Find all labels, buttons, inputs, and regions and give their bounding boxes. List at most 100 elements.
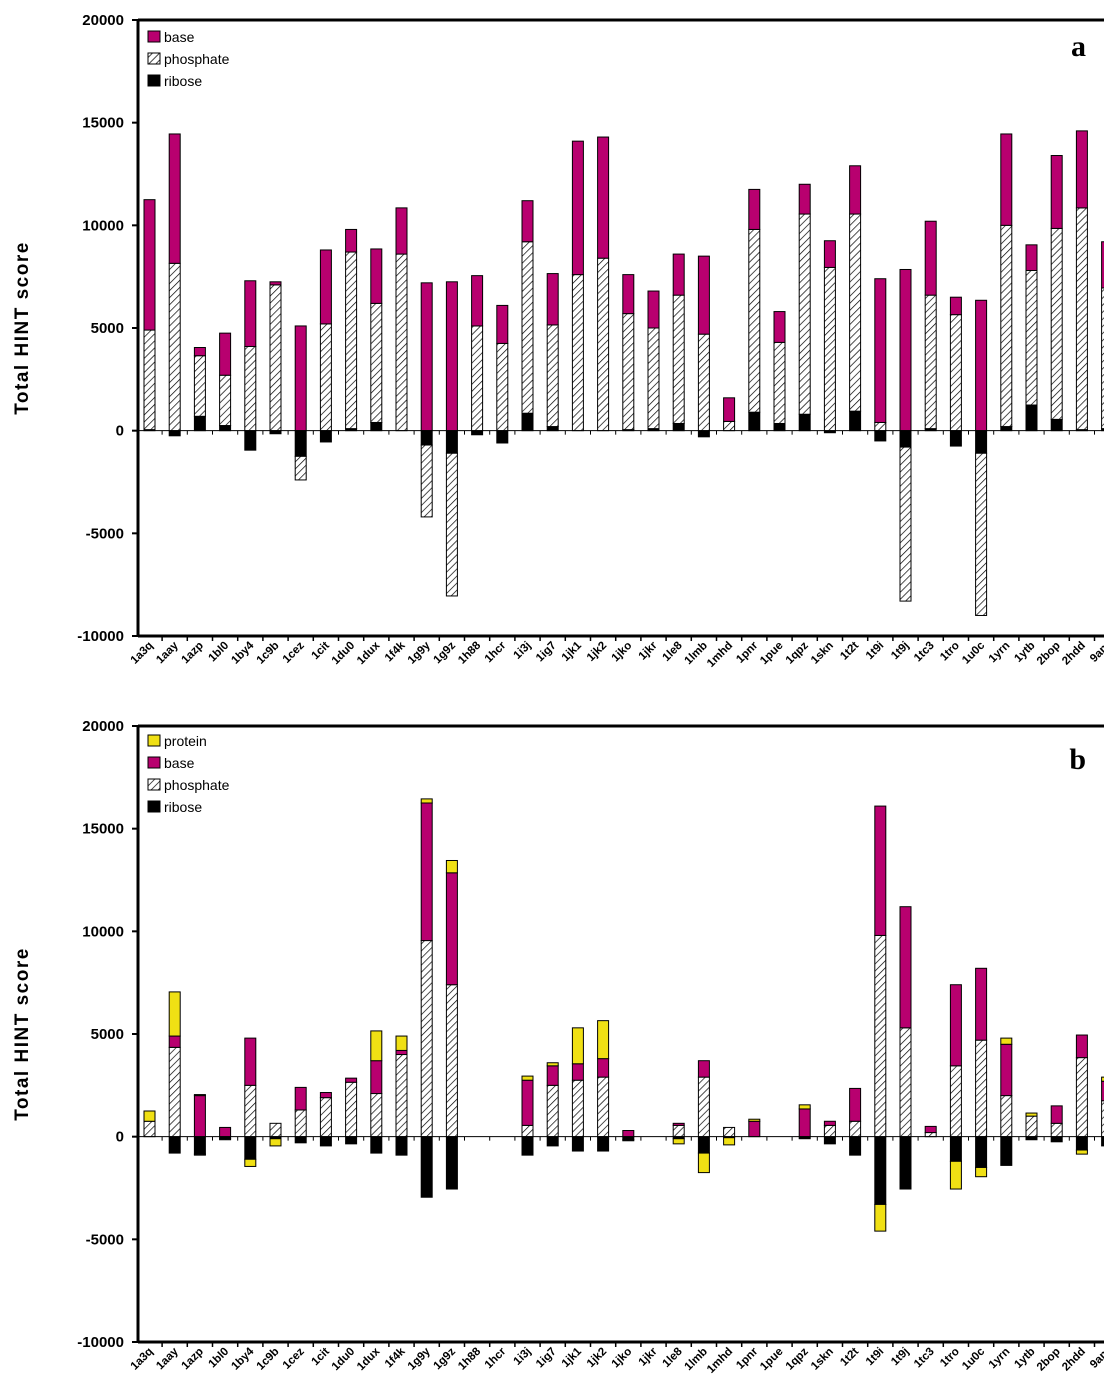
bar-base-1aay: [168, 1035, 181, 1048]
bar-base-1aay: [168, 133, 181, 264]
x-tick-label: 1u0c: [960, 1345, 987, 1372]
bar-base-1qpz: [798, 1108, 811, 1138]
x-tick-label: 1mhd: [705, 1346, 735, 1376]
legend-label-base: base: [164, 755, 195, 771]
y-axis-label: Total HINT score: [12, 241, 33, 415]
x-tick-label: 1by4: [229, 1345, 256, 1372]
y-tick-label: -5000: [86, 1231, 124, 1248]
bar-base-1by4: [244, 280, 257, 347]
bar-base-1jk1: [571, 140, 584, 276]
bar-phosphate-1qpz: [798, 213, 811, 415]
bar-base-1jko: [622, 274, 635, 315]
bar-ribose-1g9z: [445, 1136, 458, 1190]
bar-phosphate-1skn: [823, 1124, 836, 1138]
bar-protein-1a3q: [143, 1110, 156, 1122]
bar-ribose-1aay: [168, 1136, 181, 1154]
bar-phosphate-1dux: [370, 302, 383, 423]
bar-base-1t9j: [899, 268, 912, 432]
panel-a: Total HINT score a -10000 -5000 0 5000 10000…: [12, 12, 1104, 670]
bar-phosphate-1c9b: [269, 284, 282, 432]
bar-phosphate-1f4k: [395, 253, 408, 432]
y-axis-label: Total HINT score: [12, 947, 33, 1121]
bar-ribose-1aay: [168, 430, 181, 437]
bar-phosphate-1pnr: [748, 228, 761, 413]
bar-ribose-1le8: [672, 422, 685, 432]
x-tick-label: 1hcr: [483, 1345, 509, 1371]
x-tick-label: 2bop: [1035, 640, 1063, 668]
bar-protein-1g9y: [420, 798, 433, 804]
bar-base-1cit: [319, 1092, 332, 1099]
panel-letter: a: [1071, 30, 1086, 63]
bar-phosphate-1a3q: [143, 1120, 156, 1138]
x-tick-label: 1cez: [281, 639, 307, 665]
bar-protein-1jk2: [597, 1020, 610, 1060]
bar-phosphate-1tc3: [924, 294, 937, 430]
bar-ribose-1ytb: [1025, 404, 1038, 432]
bar-phosphate-1jk1: [571, 274, 584, 432]
bar-ribose-1azp: [193, 415, 206, 432]
bar-phosphate-1u0c: [975, 1039, 988, 1138]
bar-ribose-1bl0: [219, 425, 232, 432]
bar-phosphate-1tc3: [924, 1132, 937, 1138]
x-tick-label: 1t9i: [864, 640, 887, 663]
bar-phosphate-1yrn: [1000, 1095, 1013, 1138]
bar-base-1dux: [370, 248, 383, 304]
x-tick-label: 1bl0: [206, 640, 231, 665]
x-tick-label: 1jko: [610, 1346, 635, 1371]
bar-ribose-1g9z: [445, 430, 458, 454]
x-tick-label: 1a3q: [129, 1346, 156, 1373]
x-tick-label: 1jk1: [560, 1345, 585, 1370]
bar-base-1yrn: [1000, 1043, 1013, 1097]
bar-base-9ant: [1101, 1080, 1104, 1102]
bar-protein-2hdd: [1075, 1149, 1088, 1155]
x-tick-label: 1jkr: [637, 639, 660, 662]
legend-label-phosphate: phosphate: [164, 51, 230, 67]
x-tick-label: 1g9y: [406, 639, 433, 666]
bar-base-1mhd: [723, 397, 736, 422]
bar-ribose-1ig7: [546, 1136, 559, 1147]
x-tick-label: 1le8: [661, 1345, 686, 1370]
bar-protein-1azp: [193, 1094, 206, 1097]
x-tick-label: 1t2t: [838, 640, 861, 663]
bar-base-1jk2: [597, 1058, 610, 1078]
bar-phosphate-2hdd: [1075, 207, 1088, 431]
x-tick-label: 1t2t: [838, 1346, 861, 1369]
y-tick-label: -5000: [86, 525, 124, 542]
bar-phosphate-1jkr: [647, 327, 660, 430]
bar-base-1bl0: [219, 1126, 232, 1138]
bar-base-1tro: [949, 296, 962, 316]
x-tick-label: 9ant: [1088, 640, 1104, 665]
bar-phosphate-1t9i: [874, 934, 887, 1138]
bar-phosphate-1skn: [823, 266, 836, 432]
bar-base-1cez: [294, 1086, 307, 1111]
x-tick-label: 1mhd: [705, 640, 735, 670]
bar-ribose-1tro: [949, 1136, 962, 1162]
x-tick-label: 1a3q: [129, 640, 156, 667]
bar-base-1hcr: [496, 304, 509, 344]
bar-ribose-1t9j: [899, 430, 912, 448]
bar-phosphate-1cez: [294, 455, 307, 481]
x-tick-label: 1azp: [179, 640, 206, 667]
bar-base-1by4: [244, 1037, 257, 1086]
bar-base-1u0c: [975, 299, 988, 432]
x-tick-label: 1h88: [456, 639, 483, 666]
bar-ribose-1yrn: [1000, 426, 1013, 432]
bar-protein-1ig7: [546, 1062, 559, 1067]
bar-phosphate-1t2t: [849, 1120, 862, 1138]
bar-base-1skn: [823, 1120, 836, 1126]
bar-phosphate-1tro: [949, 1065, 962, 1138]
bar-base-1du0: [345, 228, 358, 253]
bar-phosphate-1jk1: [571, 1079, 584, 1138]
bar-ribose-1cez: [294, 1136, 307, 1144]
legend-label-ribose: ribose: [164, 73, 202, 89]
bar-protein-1t9i: [874, 1203, 887, 1232]
y-tick-label: -10000: [77, 628, 124, 645]
legend-swatch-phosphate: [147, 52, 161, 65]
bar-ribose-1by4: [244, 1136, 257, 1160]
bar-ribose-1u0c: [975, 430, 988, 454]
bar-ribose-1t2t: [849, 410, 862, 432]
x-tick-label: 1tro: [938, 640, 962, 664]
bar-phosphate-2bop: [1050, 1122, 1063, 1138]
bar-phosphate-1jk2: [597, 257, 610, 432]
